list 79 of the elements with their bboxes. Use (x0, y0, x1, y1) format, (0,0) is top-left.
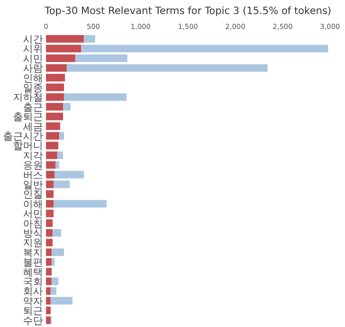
bar (54, 170, 84, 178)
y-tick-label: 할머니 (13, 141, 43, 152)
y-tick-label: 복지 (23, 248, 43, 259)
y-tick-label: 시위 (23, 44, 43, 56)
bar (54, 180, 70, 188)
bar (46, 296, 51, 305)
bar (46, 170, 55, 178)
bar (46, 161, 56, 169)
y-tick-label: 일종 (23, 82, 43, 94)
y-tick-label: 서민 (23, 209, 43, 220)
bar (46, 287, 51, 295)
bar (46, 210, 54, 218)
bar (46, 112, 64, 120)
y-tick-label: 퇴근 (23, 306, 43, 318)
y-tick-label: 버스 (23, 170, 43, 182)
bar (63, 102, 71, 111)
y-tick-label: 수단 (23, 316, 43, 327)
y-tick-label: 시민 (23, 54, 43, 65)
bar (46, 219, 53, 227)
bar (64, 93, 126, 101)
bar (46, 200, 54, 208)
bar (46, 248, 52, 256)
y-tick-label: 불편 (23, 258, 43, 269)
y-tick-label: 세금 (23, 122, 43, 133)
bar (46, 258, 52, 266)
y-tick-label: 국회 (23, 276, 43, 288)
bar (46, 278, 52, 286)
bar (46, 44, 82, 52)
bar (46, 151, 58, 160)
bar (46, 238, 53, 246)
bar (52, 278, 58, 286)
chart-title: Top-30 Most Relevant Terms for Topic 3 (15.5% of tokens) (44, 6, 332, 17)
bar (46, 229, 53, 237)
bar (57, 151, 64, 160)
y-tick-label: 시간 (23, 34, 43, 46)
bar (46, 190, 54, 198)
bar (59, 132, 64, 140)
bar (81, 44, 328, 52)
y-tick-label: 방식 (23, 228, 43, 240)
bar (54, 200, 107, 208)
bar (46, 102, 64, 111)
bar (46, 132, 60, 140)
bar (50, 287, 56, 295)
y-tick-label: 출근시간 (3, 131, 43, 142)
bar (46, 122, 60, 130)
bar (46, 54, 76, 62)
bar (46, 268, 52, 276)
bar (46, 74, 65, 82)
y-tick-label: 인질 (23, 190, 43, 201)
y-tick-label: 아침 (23, 218, 43, 230)
bar (46, 316, 51, 324)
bar (46, 306, 51, 314)
bar (46, 142, 58, 150)
y-tick-label: 일반 (23, 180, 43, 191)
bar (46, 180, 54, 188)
y-tick-label: 출퇴근 (13, 112, 43, 124)
y-tick-label: 지원 (23, 238, 43, 250)
y-tick-label: 출근 (23, 102, 43, 114)
y-tick-label: 지하철 (13, 92, 43, 104)
bar (46, 35, 84, 43)
bar (52, 248, 64, 256)
y-tick-label: 인해 (23, 73, 43, 84)
y-tick-label: 이해 (23, 199, 43, 210)
bar (66, 64, 268, 72)
bar (75, 54, 128, 62)
bar (50, 296, 73, 305)
y-tick-label: 지각 (23, 150, 43, 162)
y-tick-label: 혜택 (23, 267, 43, 278)
bar (46, 84, 64, 92)
bar (52, 229, 62, 237)
y-tick-label: 사람 (23, 64, 43, 75)
bar (84, 35, 96, 43)
y-tick-label: 응원 (23, 160, 43, 172)
y-tick-label: 회사 (23, 286, 43, 298)
bar (55, 161, 60, 169)
bar (46, 64, 67, 72)
y-tick-label: 약자 (23, 296, 43, 308)
bar (52, 258, 55, 266)
bar (46, 93, 64, 101)
